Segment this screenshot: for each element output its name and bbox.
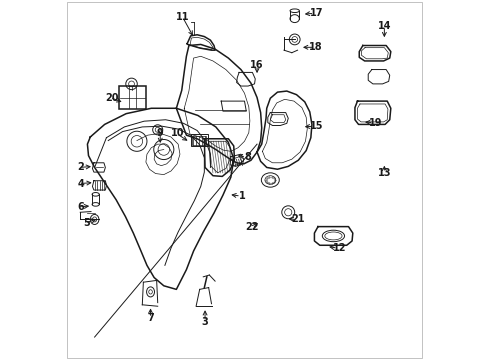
Text: 19: 19 — [368, 118, 381, 128]
Text: 15: 15 — [309, 121, 322, 131]
Text: 2: 2 — [77, 162, 84, 172]
Text: 18: 18 — [309, 42, 323, 52]
Text: 4: 4 — [77, 179, 84, 189]
Text: 5: 5 — [83, 218, 90, 228]
Text: 3: 3 — [201, 317, 208, 327]
Text: 6: 6 — [77, 202, 84, 212]
Text: 21: 21 — [291, 215, 305, 224]
Text: 7: 7 — [147, 313, 154, 323]
Text: 16: 16 — [250, 60, 263, 70]
Text: 10: 10 — [171, 129, 184, 138]
Text: 9: 9 — [157, 129, 163, 138]
Text: 12: 12 — [332, 243, 346, 253]
Text: 17: 17 — [309, 8, 322, 18]
Text: 11: 11 — [175, 12, 189, 22]
Text: 22: 22 — [244, 222, 258, 231]
Text: 8: 8 — [244, 152, 251, 162]
Text: 14: 14 — [377, 21, 390, 31]
Text: 13: 13 — [377, 168, 390, 178]
Text: 1: 1 — [239, 191, 245, 201]
Text: 20: 20 — [105, 93, 118, 103]
